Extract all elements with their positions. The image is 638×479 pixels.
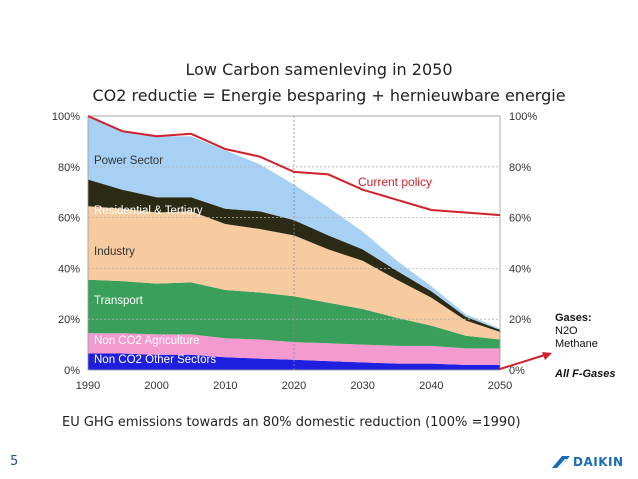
- axis-ticks: 0% 20% 40% 60% 80% 100% 0% 20% 40% 60% 80% 100% 1990…: [52, 111, 537, 392]
- area-transport: [88, 279, 500, 349]
- current-policy-line: [87, 115, 501, 217]
- daikin-logo: DAIKIN: [552, 455, 624, 469]
- y-tick-label-right: 80%: [509, 162, 531, 174]
- daikin-logo-icon: [552, 456, 570, 468]
- x-tick-label: 1990: [76, 380, 100, 392]
- chart-caption: EU GHG emissions towards an 80% domestic…: [62, 415, 521, 430]
- series-label-transport: Transport: [94, 295, 144, 307]
- y-tick-label: 40%: [58, 263, 80, 275]
- series-label-industry: Industry: [94, 246, 135, 258]
- x-tick-label: 2010: [213, 380, 237, 392]
- plot-frame: [87, 115, 501, 371]
- y-tick-label-right: 40%: [509, 263, 531, 275]
- gases-methane: Methane: [555, 338, 598, 350]
- arrow-group: [499, 352, 552, 370]
- y-tick-label: 100%: [52, 111, 80, 123]
- gases-annotation: Gases: N2O Methane: [555, 312, 598, 351]
- x-tick-label: 2020: [282, 380, 306, 392]
- page-number: 5: [10, 454, 19, 469]
- grid-lines: [87, 115, 501, 371]
- x-tick-label: 2030: [350, 380, 374, 392]
- x-tick-label: 2040: [419, 380, 443, 392]
- fgases-annotation: All F-Gases: [555, 368, 616, 380]
- x-tick-label: 2050: [488, 380, 512, 392]
- y-tick-label: 20%: [58, 314, 80, 326]
- y-tick-label-right: 100%: [509, 111, 537, 123]
- chart-title: Low Carbon samenleving in 2050: [185, 60, 453, 79]
- y-tick-label: 60%: [58, 213, 80, 225]
- annotation-arrowhead: [542, 352, 552, 360]
- annotation-arrow: [499, 353, 549, 370]
- series-label-residential-tertiary: Residential & Tertiary: [94, 205, 203, 217]
- series-label-power-sector: Power Sector: [94, 155, 163, 167]
- series-labels: Non CO2 Other Sectors Non CO2 Agriculture…: [94, 155, 216, 366]
- y-tick-label-right: 20%: [509, 314, 531, 326]
- current-policy-label: Current policy: [358, 175, 432, 189]
- chart-subtitle: CO2 reductie = Energie besparing + herni…: [92, 86, 566, 105]
- area-residential-tertiary: [88, 179, 500, 332]
- series-label-non-co2-other-sectors: Non CO2 Other Sectors: [94, 354, 216, 366]
- gases-header: Gases:: [555, 312, 592, 324]
- y-tick-label: 0%: [64, 365, 80, 377]
- y-tick-label: 80%: [58, 162, 80, 174]
- y-tick-label-right: 0%: [509, 365, 525, 377]
- current-policy-line-group: Current policy: [87, 115, 501, 217]
- series-label-non-co2-agriculture: Non CO2 Agriculture: [94, 335, 199, 347]
- y-tick-label-right: 60%: [509, 213, 531, 225]
- area-power-sector: [88, 116, 500, 330]
- daikin-logo-text: DAIKIN: [573, 455, 624, 469]
- gases-n2o: N2O: [555, 325, 578, 337]
- x-tick-label: 2000: [144, 380, 168, 392]
